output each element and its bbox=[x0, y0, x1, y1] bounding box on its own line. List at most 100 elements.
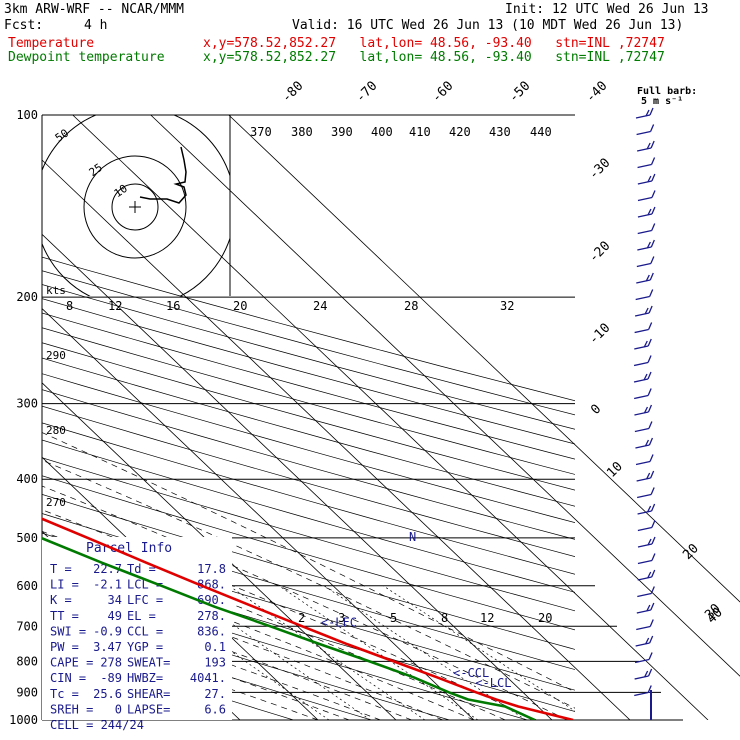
parcel-param-label: SHEAR= bbox=[127, 687, 170, 701]
theta-label: 270 bbox=[46, 496, 66, 509]
parcel-param-label: PW = bbox=[50, 640, 79, 654]
parcel-param-label: SWI = bbox=[50, 624, 86, 638]
dry-adiabat-line bbox=[42, 422, 575, 575]
isotherm-line bbox=[42, 382, 397, 720]
wind-barb bbox=[636, 124, 655, 136]
mixing-ratio-label: 2 bbox=[298, 611, 305, 625]
theta-labels: 290 280 270 bbox=[46, 349, 66, 509]
hodograph-ring-10 bbox=[111, 183, 159, 231]
parcel-param-label: SREH = bbox=[50, 702, 93, 716]
model-title: 3km ARW-WRF -- NCAR/MMM bbox=[4, 2, 185, 17]
wind-barb bbox=[635, 454, 654, 466]
theta-e-label: 390 bbox=[331, 125, 353, 139]
parcel-param-label: CIN = bbox=[50, 671, 86, 685]
hodo-axis-label: 8 bbox=[66, 299, 73, 313]
isotherm-line bbox=[42, 233, 553, 720]
isotherm-label: 20 bbox=[680, 541, 702, 563]
parcel-param-value: 278 bbox=[100, 656, 122, 670]
hodo-axis-label: 32 bbox=[500, 299, 514, 313]
pressure-label: 900 bbox=[16, 685, 38, 699]
pressure-label: 300 bbox=[16, 397, 38, 411]
wind-barb bbox=[637, 553, 656, 565]
theta-e-label: 420 bbox=[449, 125, 471, 139]
wind-barb bbox=[635, 289, 654, 301]
moist-adiabat-line bbox=[42, 611, 350, 720]
parcel-param-value: 193 bbox=[204, 656, 226, 670]
wind-barb bbox=[637, 206, 656, 218]
hodo-axis-label: 24 bbox=[313, 299, 327, 313]
dry-adiabat-line bbox=[42, 573, 528, 720]
theta-e-label: 410 bbox=[409, 125, 431, 139]
hodo-axis-label: 28 bbox=[404, 299, 418, 313]
parcel-param-label: TT = bbox=[50, 609, 79, 623]
dewpoint-location: x,y=578.52,852.27 lat,lon= 48.56, -93.40… bbox=[203, 50, 665, 65]
parcel-param-label: LAPSE= bbox=[127, 702, 170, 716]
wind-barb bbox=[637, 223, 656, 235]
dry-adiabat-line bbox=[42, 312, 575, 460]
level-markers: <-EL<-LFC<-CCL<-LCL bbox=[321, 616, 512, 690]
isotherm-label: -30 bbox=[586, 156, 613, 183]
parcel-param-value: 27. bbox=[204, 687, 226, 701]
wind-barb bbox=[634, 305, 653, 317]
parcel-param-value: -0.9 bbox=[93, 624, 122, 638]
dry-adiabat-line bbox=[42, 595, 450, 720]
parcel-param-value: 6.6 bbox=[204, 702, 226, 716]
wind-barb bbox=[637, 569, 656, 581]
mixing-ratio-label: 12 bbox=[480, 611, 494, 625]
dry-adiabat-line bbox=[42, 284, 575, 430]
wind-barb bbox=[636, 272, 654, 284]
wind-barb bbox=[636, 470, 655, 482]
wind-barb bbox=[634, 421, 653, 433]
wind-barb bbox=[637, 503, 656, 515]
isotherm-label: -20 bbox=[586, 239, 613, 266]
dry-adiabat-line bbox=[42, 439, 575, 593]
wind-barb-note: Full barb: bbox=[637, 86, 697, 97]
isotherm-label: -60 bbox=[429, 79, 456, 106]
hodograph-units: kts bbox=[46, 284, 66, 297]
theta-e-labels: 370 380 390 400 410 420 430 440 bbox=[250, 125, 552, 139]
hodograph-trace bbox=[139, 146, 187, 204]
theta-label: 280 bbox=[46, 424, 66, 437]
theta-e-label: 440 bbox=[530, 125, 552, 139]
parcel-param-label: HWBZ= bbox=[127, 671, 163, 685]
wind-barb bbox=[633, 371, 652, 383]
pressure-label: 600 bbox=[16, 579, 38, 593]
hodograph-ring-label-50: 50 bbox=[53, 127, 71, 145]
pressure-label: 1000 bbox=[9, 713, 38, 727]
isotherm-label: -40 bbox=[583, 79, 610, 106]
parcel-param-value: 0 bbox=[115, 702, 122, 716]
temperature-profile bbox=[42, 517, 574, 720]
hodograph-inset: 50 25 10 kts bbox=[42, 115, 231, 297]
parcel-param-label: CAPE = bbox=[50, 656, 93, 670]
mixing-ratio-label: 20 bbox=[538, 611, 552, 625]
parcel-param-value: 49 bbox=[108, 609, 122, 623]
isotherm-line bbox=[42, 308, 475, 720]
parcel-param-value: 0.1 bbox=[204, 640, 226, 654]
dry-adiabat-line bbox=[42, 475, 575, 631]
cell-label: CELL = 244/24 bbox=[50, 718, 144, 732]
parcel-param-value: 278. bbox=[197, 609, 226, 623]
parcel-param-label: Tc = bbox=[50, 687, 79, 701]
pressure-axis-labels: 100 200 300 400 500 600 700 800 900 1000 bbox=[9, 108, 38, 727]
wind-barb bbox=[633, 355, 652, 367]
isotherm-line bbox=[228, 114, 740, 603]
parcel-info-title: Parcel Info bbox=[86, 541, 172, 556]
parcel-param-label: Td = bbox=[127, 562, 156, 576]
dry-adiabat-line bbox=[42, 270, 575, 416]
isotherm-line bbox=[0, 115, 6, 720]
hodograph-axis-labels: 8 12 16 20 24 28 32 bbox=[66, 299, 514, 313]
isotherm-line bbox=[72, 114, 709, 720]
wind-barb bbox=[634, 652, 653, 664]
dewpoint-legend: Dewpoint temperature bbox=[8, 50, 165, 65]
theta-e-label: 370 bbox=[250, 125, 272, 139]
wind-barb bbox=[637, 239, 655, 251]
wind-barb bbox=[635, 437, 654, 449]
isotherm-line bbox=[150, 114, 740, 677]
dry-adiabat-line bbox=[42, 298, 575, 445]
theta-e-label: 380 bbox=[291, 125, 313, 139]
parcel-param-label: CCL = bbox=[127, 624, 163, 638]
wind-barb bbox=[636, 256, 655, 268]
wind-barb bbox=[637, 173, 656, 185]
hodograph-ring-label-25: 25 bbox=[87, 161, 105, 179]
